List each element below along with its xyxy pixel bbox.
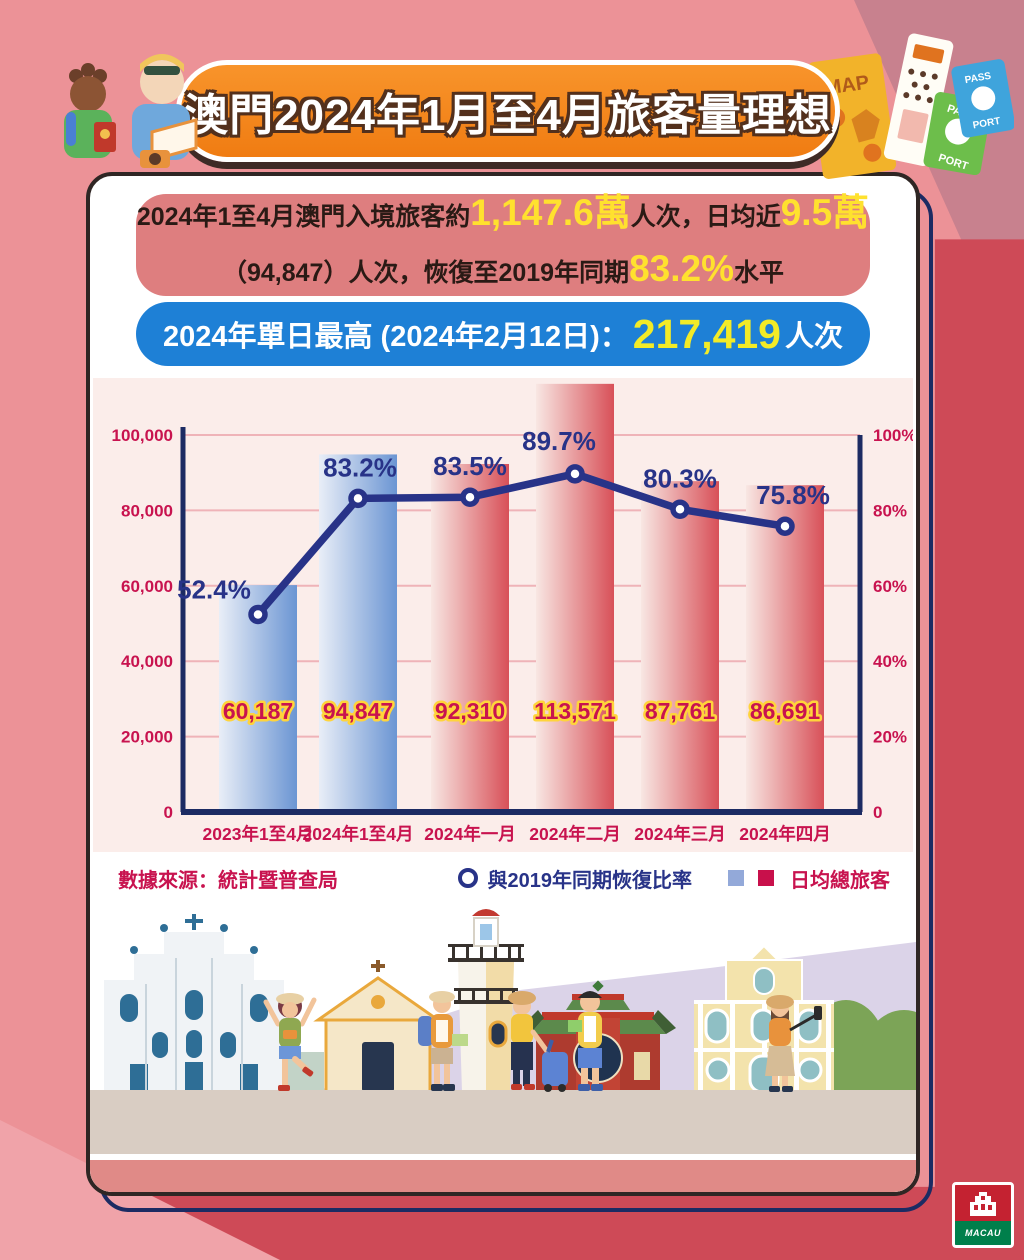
passport-icon-blue: PASS PORT (951, 59, 1014, 138)
tourist-backpacker (418, 991, 468, 1091)
bar-value-label: 87,761 (645, 698, 716, 724)
left-tick-label: 60,000 (121, 577, 173, 596)
tourist-selfie-woman (765, 995, 822, 1092)
ticket-icon (883, 33, 954, 167)
summary-text: 水平 (734, 259, 785, 287)
content-card: 2024年1至4月澳門入境旅客約1,147.6萬人次，日均近9.5萬 （94,8… (86, 172, 920, 1196)
bar-4 (641, 481, 719, 812)
right-tick-label: 20% (873, 728, 907, 747)
bar-value-label: 92,310 (435, 698, 505, 724)
macau-logo: MACAU (952, 1182, 1014, 1248)
line-pct-label: 89.7% (522, 426, 596, 456)
bar-value-label: 60,187 (223, 698, 293, 724)
x-category-label: 2024年1至4月 (303, 824, 414, 844)
right-tick-label: 60% (873, 577, 907, 596)
line-legend-marker-icon (457, 868, 478, 888)
chart-panel: 60,187 94,847 92,310 113,571 87,761 86,691 52.… (93, 378, 916, 852)
bar-value-label: 94,847 (323, 698, 393, 724)
chart-legend: 與2019年同期恢復比率 日均總旅客 (457, 864, 890, 893)
right-tick-label: 80% (873, 501, 907, 520)
line-marker-5 (775, 516, 795, 536)
macau-logo-text: MACAU (955, 1221, 1011, 1245)
tourist-jumping-girl (263, 993, 317, 1091)
chart-footer: 數據來源：統計暨普查局 與2019年同期恢復比率 日均總旅客 (118, 864, 890, 892)
visitors-chart: 60,187 94,847 92,310 113,571 87,761 86,691 52.… (112, 383, 916, 844)
summary-line-2: （94,847）人次，恢復至2019年同期83.2%水平 (222, 245, 784, 301)
passport-blue-bottom-label: PORT (972, 116, 1001, 132)
left-tick-label: 100,000 (112, 426, 173, 445)
x-category-label: 2024年四月 (739, 824, 830, 844)
bar-legend-label: 日均總旅客 (790, 869, 890, 892)
line-marker-1 (348, 488, 368, 509)
summary-text: 人次，日均近 (630, 203, 781, 231)
bar-5 (746, 485, 824, 812)
colonial-building (694, 944, 834, 1094)
macau-landmarks-illustration (90, 902, 916, 1192)
data-source: 數據來源：統計暨普查局 (118, 869, 338, 892)
bar-2 (431, 463, 509, 812)
tourist-left (64, 63, 116, 158)
bar-3 (536, 383, 614, 812)
tourist-map-man (568, 991, 603, 1091)
peak-suffix: 人次 (785, 321, 844, 353)
macau-logo-ruins-icon (955, 1185, 1011, 1221)
left-tick-label: 40,000 (121, 652, 173, 671)
summary-box: 2024年1至4月澳門入境旅客約1,147.6萬人次，日均近9.5萬 （94,8… (136, 192, 870, 296)
left-tick-label: 20,000 (121, 728, 173, 747)
line-marker-2 (460, 487, 480, 507)
summary-text: （94,847）人次，恢復至2019年同期 (221, 259, 630, 287)
bar-value-label: 86,691 (750, 698, 821, 724)
recovery-line (254, 470, 789, 619)
guia-lighthouse (448, 909, 524, 1092)
right-tick-label: 100% (873, 426, 913, 445)
peak-value: 217,419 (632, 310, 781, 357)
right-tick-label: 40% (873, 652, 907, 671)
summary-line-1: 2024年1至4月澳門入境旅客約1,147.6萬人次，日均近9.5萬 (137, 189, 869, 245)
ruins-st-pauls (104, 914, 284, 1092)
line-pct-label: 83.5% (433, 451, 507, 481)
line-marker-3 (565, 464, 585, 484)
x-category-label: 2024年一月 (424, 824, 515, 844)
travel-items-illustration: MAP PASS PORT PASS PORT (807, 33, 1014, 179)
bar-legend-blue-icon (728, 870, 744, 886)
summary-highlight: 9.5萬 (780, 192, 870, 233)
x-category-label: 2024年二月 (529, 824, 620, 844)
bar-legend-red-icon (758, 870, 774, 886)
tourists-illustration (64, 54, 198, 168)
title-banner: 澳門2024年1月至4月旅客量理想 (176, 60, 840, 162)
peak-prefix: 2024年單日最高 (2024年2月12日)： (162, 321, 629, 353)
page-title: 澳門2024年1月至4月旅客量理想 (184, 91, 832, 140)
summary-highlight: 1,147.6萬 (470, 192, 631, 233)
line-legend-label: 與2019年同期恢復比率 (487, 869, 693, 892)
curb (90, 1154, 916, 1160)
line-pct-label: 80.3% (643, 463, 717, 493)
passport-blue-top-label: PASS (964, 71, 992, 86)
tourist-right (132, 54, 198, 168)
left-tick-label: 0 (164, 803, 173, 822)
line-pct-label: 52.4% (177, 574, 251, 604)
line-marker-4 (670, 499, 690, 520)
summary-highlight: 83.2% (629, 248, 734, 289)
right-tick-label: 0 (873, 803, 882, 822)
peak-day-box: 2024年單日最高 (2024年2月12日)： 217,419 人次 (136, 302, 870, 366)
left-tick-label: 80,000 (121, 501, 173, 520)
summary-text: 2024年1至4月澳門入境旅客約 (136, 203, 471, 231)
tourist-suitcase-woman (508, 991, 568, 1092)
line-marker-0 (248, 604, 268, 625)
bar-value-label: 113,571 (534, 698, 616, 724)
yellow-church (313, 960, 443, 1094)
line-pct-label: 83.2% (323, 452, 397, 482)
bar-1 (319, 454, 397, 812)
line-pct-label: 75.8% (756, 480, 830, 510)
road (90, 1160, 916, 1192)
x-category-label: 2024年三月 (634, 824, 725, 844)
x-category-label: 2023年1至4月 (203, 824, 314, 844)
